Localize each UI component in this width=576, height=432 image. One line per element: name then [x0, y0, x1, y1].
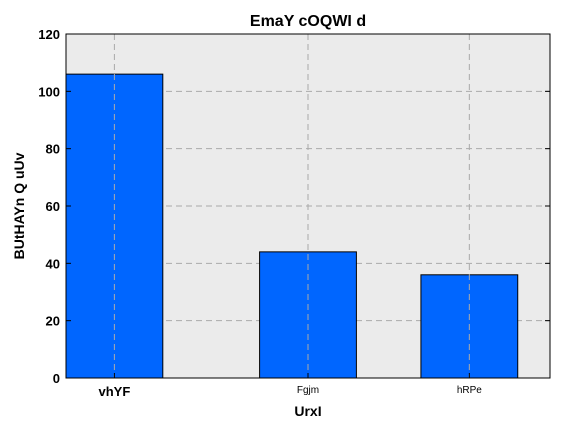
- x-tick-label: Fgjm: [297, 385, 319, 396]
- x-axis-label: UrxI: [294, 403, 321, 419]
- axis-ticks: 0 20 40 60 80 100 120 vhYF Fgjm hRPe: [38, 27, 550, 399]
- x-tick-label: hRPe: [457, 385, 482, 396]
- chart-title: EmaY cOQWI d: [250, 13, 366, 30]
- y-tick-label: 40: [46, 256, 60, 271]
- x-tick-label: vhYF: [99, 384, 131, 399]
- y-tick-label: 0: [53, 371, 60, 386]
- y-tick-label: 100: [38, 84, 60, 99]
- y-tick-label: 20: [46, 314, 60, 329]
- y-tick-label: 80: [46, 142, 60, 157]
- y-tick-label: 60: [46, 199, 60, 214]
- y-axis-label: BUtHAYn Q uUv: [11, 152, 27, 259]
- y-tick-label: 120: [38, 27, 60, 42]
- bars: [65, 34, 519, 379]
